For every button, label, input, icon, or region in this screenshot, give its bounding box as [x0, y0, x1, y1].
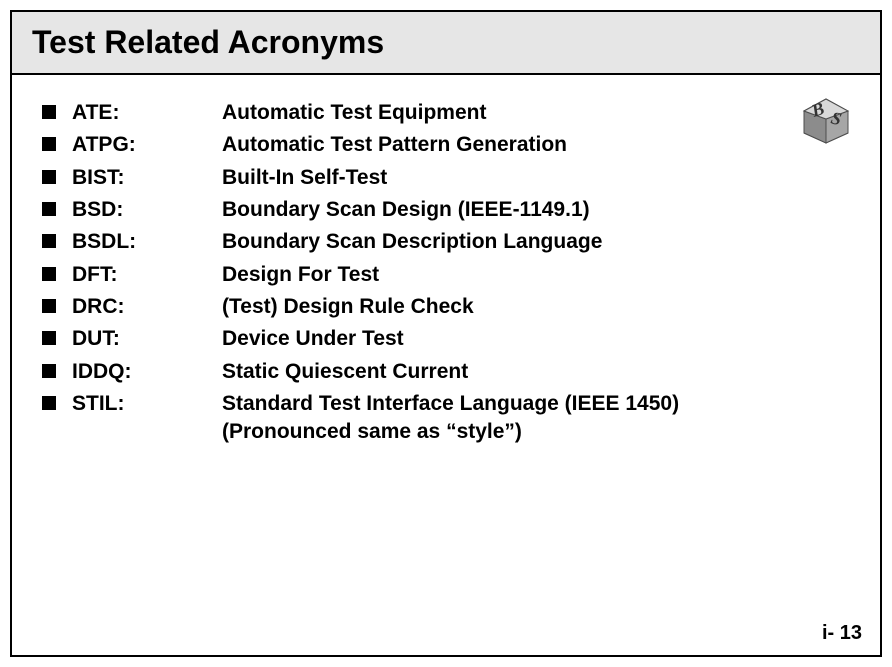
slide-page: Test Related Acronyms B S — [0, 0, 892, 667]
acronym-definition: Static Quiescent Current — [222, 358, 860, 386]
square-bullet-icon — [42, 105, 56, 119]
acronym-term: ATPG: — [72, 131, 222, 159]
acronym-definition-line2: (Pronounced same as “style”) — [222, 418, 780, 446]
square-bullet-icon — [42, 299, 56, 313]
acronym-term: DUT: — [72, 325, 222, 353]
list-item: BSD: Boundary Scan Design (IEEE-1149.1) — [42, 196, 860, 224]
list-item: ATE: Automatic Test Equipment — [42, 99, 860, 127]
slide-body: B S ATE: Automatic Test Equipment ATPG: … — [12, 75, 880, 655]
acronym-definition: Automatic Test Pattern Generation — [222, 131, 860, 159]
square-bullet-icon — [42, 137, 56, 151]
acronym-definition-line1: Standard Test Interface Language (IEEE 1… — [222, 390, 780, 418]
acronym-term: IDDQ: — [72, 358, 222, 386]
acronym-term: BSDL: — [72, 228, 222, 256]
acronym-definition: Standard Test Interface Language (IEEE 1… — [222, 390, 860, 447]
acronym-definition: Device Under Test — [222, 325, 860, 353]
acronym-term: STIL: — [72, 390, 222, 418]
acronym-list: ATE: Automatic Test Equipment ATPG: Auto… — [42, 99, 860, 447]
acronym-definition: Design For Test — [222, 261, 860, 289]
slide-title: Test Related Acronyms — [32, 24, 860, 61]
square-bullet-icon — [42, 267, 56, 281]
square-bullet-icon — [42, 202, 56, 216]
acronym-term: DFT: — [72, 261, 222, 289]
list-item: DUT: Device Under Test — [42, 325, 860, 353]
square-bullet-icon — [42, 331, 56, 345]
acronym-definition: Boundary Scan Design (IEEE-1149.1) — [222, 196, 860, 224]
page-number: i- 13 — [822, 622, 862, 645]
square-bullet-icon — [42, 396, 56, 410]
acronym-definition: Automatic Test Equipment — [222, 99, 860, 127]
acronym-definition: Boundary Scan Description Language — [222, 228, 860, 256]
list-item: ATPG: Automatic Test Pattern Generation — [42, 131, 860, 159]
acronym-definition: (Test) Design Rule Check — [222, 293, 860, 321]
bs-logo-icon: B S — [796, 93, 856, 145]
slide-frame: Test Related Acronyms B S — [10, 10, 882, 657]
square-bullet-icon — [42, 170, 56, 184]
acronym-term: ATE: — [72, 99, 222, 127]
list-item: DFT: Design For Test — [42, 261, 860, 289]
acronym-definition: Built-In Self-Test — [222, 164, 860, 192]
acronym-term: BSD: — [72, 196, 222, 224]
title-bar: Test Related Acronyms — [12, 12, 880, 75]
list-item: DRC: (Test) Design Rule Check — [42, 293, 860, 321]
list-item: BIST: Built-In Self-Test — [42, 164, 860, 192]
acronym-term: BIST: — [72, 164, 222, 192]
list-item: IDDQ: Static Quiescent Current — [42, 358, 860, 386]
acronym-term: DRC: — [72, 293, 222, 321]
square-bullet-icon — [42, 364, 56, 378]
list-item: BSDL: Boundary Scan Description Language — [42, 228, 860, 256]
square-bullet-icon — [42, 234, 56, 248]
list-item: STIL: Standard Test Interface Language (… — [42, 390, 860, 447]
